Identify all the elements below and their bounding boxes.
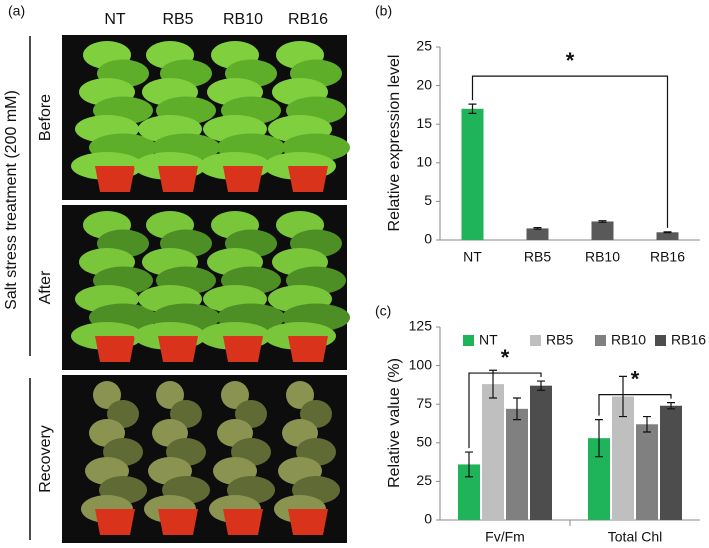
column-label: NT	[104, 11, 126, 28]
x-tick-label: Total Chl	[608, 529, 662, 545]
pot	[158, 509, 198, 535]
error-bar	[533, 227, 542, 230]
photo-panel	[62, 35, 350, 543]
y-tick-label: 50	[416, 434, 432, 450]
x-tick-label: RB10	[585, 249, 620, 265]
y-tick-label: 20	[416, 76, 432, 92]
error-bar	[643, 415, 651, 433]
panel-label: (b)	[375, 3, 392, 19]
legend-swatch	[595, 335, 606, 346]
y-tick-label: 0	[424, 511, 432, 527]
x-tick-label: NT	[463, 249, 482, 265]
pot	[288, 336, 328, 362]
pot	[95, 166, 135, 192]
x-tick-label: RB16	[650, 249, 685, 265]
error-bar	[619, 375, 627, 418]
error-bar	[663, 231, 672, 234]
significance-mark: *	[566, 48, 575, 73]
bar	[636, 424, 658, 520]
bar	[530, 385, 552, 520]
panel-label: (c)	[375, 303, 391, 319]
significance-bracket	[468, 372, 542, 449]
y-tick-label: 100	[409, 356, 433, 372]
row-label: After	[37, 270, 54, 304]
significance-bracket	[471, 75, 669, 228]
legend-swatch	[530, 335, 541, 346]
y-axis-label: Relative value (%)	[386, 358, 403, 488]
y-tick-label: 10	[416, 154, 432, 170]
bar	[458, 464, 480, 520]
leaf	[156, 381, 184, 409]
error-bar	[667, 402, 675, 410]
significance-bracket	[598, 394, 672, 416]
error-bar	[537, 380, 545, 391]
leaf	[221, 381, 249, 409]
legend-swatch	[463, 335, 474, 346]
pot	[223, 166, 263, 192]
pot	[95, 336, 135, 362]
significance-mark: *	[501, 345, 510, 370]
error-bar	[513, 397, 521, 421]
error-bar	[598, 220, 607, 223]
bar	[526, 228, 549, 240]
x-tick-label: Fv/Fm	[485, 529, 525, 545]
row-label: Recovery	[37, 425, 54, 493]
y-axis-label: Relative expression level	[386, 55, 403, 232]
side-label: Salt stress treatment (200 mM)	[3, 90, 20, 310]
error-bar	[489, 369, 497, 399]
y-tick-label: 5	[424, 192, 432, 208]
row-label: Before	[37, 94, 54, 141]
y-tick-label: 125	[409, 318, 433, 334]
y-tick-label: 25	[416, 38, 432, 54]
legend-label: RB16	[671, 332, 706, 348]
y-tick-label: 0	[424, 231, 432, 247]
pot	[223, 509, 263, 535]
leaf	[286, 381, 314, 409]
bar	[591, 221, 614, 240]
bar	[461, 108, 484, 240]
panel-label: (a)	[8, 3, 25, 19]
pot	[223, 336, 263, 362]
y-tick-label: 75	[416, 395, 432, 411]
pot	[95, 509, 135, 535]
error-bar	[595, 419, 603, 458]
bar	[660, 405, 682, 520]
column-label: RB5	[162, 11, 193, 28]
x-tick-label: RB5	[524, 249, 551, 265]
pot	[158, 166, 198, 192]
bar	[506, 408, 528, 520]
bar	[482, 384, 504, 520]
error-bar	[468, 103, 477, 114]
bar	[588, 438, 610, 520]
pot	[288, 166, 328, 192]
column-label: RB16	[288, 11, 328, 28]
y-tick-label: 15	[416, 115, 432, 131]
column-label: RB10	[223, 11, 263, 28]
legend-label: NT	[479, 332, 498, 348]
legend-label: RB5	[546, 332, 573, 348]
error-bar	[465, 451, 473, 478]
significance-mark: *	[631, 366, 640, 391]
legend-swatch	[655, 335, 666, 346]
pot	[288, 509, 328, 535]
legend-label: RB10	[611, 332, 646, 348]
leaf	[93, 381, 121, 409]
bar	[656, 232, 679, 240]
bar	[612, 396, 634, 520]
pot	[158, 336, 198, 362]
y-tick-label: 25	[416, 472, 432, 488]
